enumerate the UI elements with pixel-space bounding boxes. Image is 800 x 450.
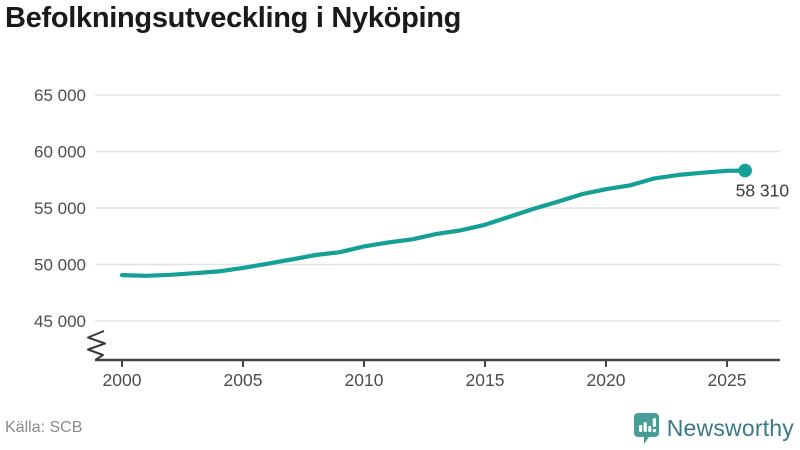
x-tick-label: 2005 bbox=[224, 370, 263, 390]
x-tick-label: 2015 bbox=[466, 370, 505, 390]
latest-value-label: 58 310 bbox=[736, 181, 790, 201]
y-tick-label: 65 000 bbox=[34, 86, 86, 105]
x-tick-label: 2000 bbox=[103, 370, 142, 390]
y-tick-label: 45 000 bbox=[34, 312, 86, 331]
axis-break-icon bbox=[87, 330, 106, 361]
source-label: Källa: SCB bbox=[5, 419, 83, 436]
population-line-chart: 45 000 50 000 55 000 60 000 65 000 2000 2005 20… bbox=[34, 86, 790, 390]
y-tick-label: 55 000 bbox=[34, 199, 86, 218]
bar-chart-speech-bubble-icon bbox=[633, 413, 659, 444]
chart-title: Befolkningsutveckling i Nyköping bbox=[5, 2, 462, 34]
newsworthy-wordmark: Newsworthy bbox=[666, 415, 794, 441]
y-tick-label: 50 000 bbox=[34, 256, 86, 275]
y-tick-label: 60 000 bbox=[34, 143, 86, 162]
x-tick-label: 2010 bbox=[345, 370, 384, 390]
population-series-line bbox=[119, 168, 748, 278]
latest-value-marker bbox=[738, 163, 752, 178]
x-tick-label: 2025 bbox=[708, 370, 747, 390]
newsworthy-logo: Newsworthy bbox=[633, 412, 794, 445]
x-tick-label: 2020 bbox=[587, 370, 626, 390]
